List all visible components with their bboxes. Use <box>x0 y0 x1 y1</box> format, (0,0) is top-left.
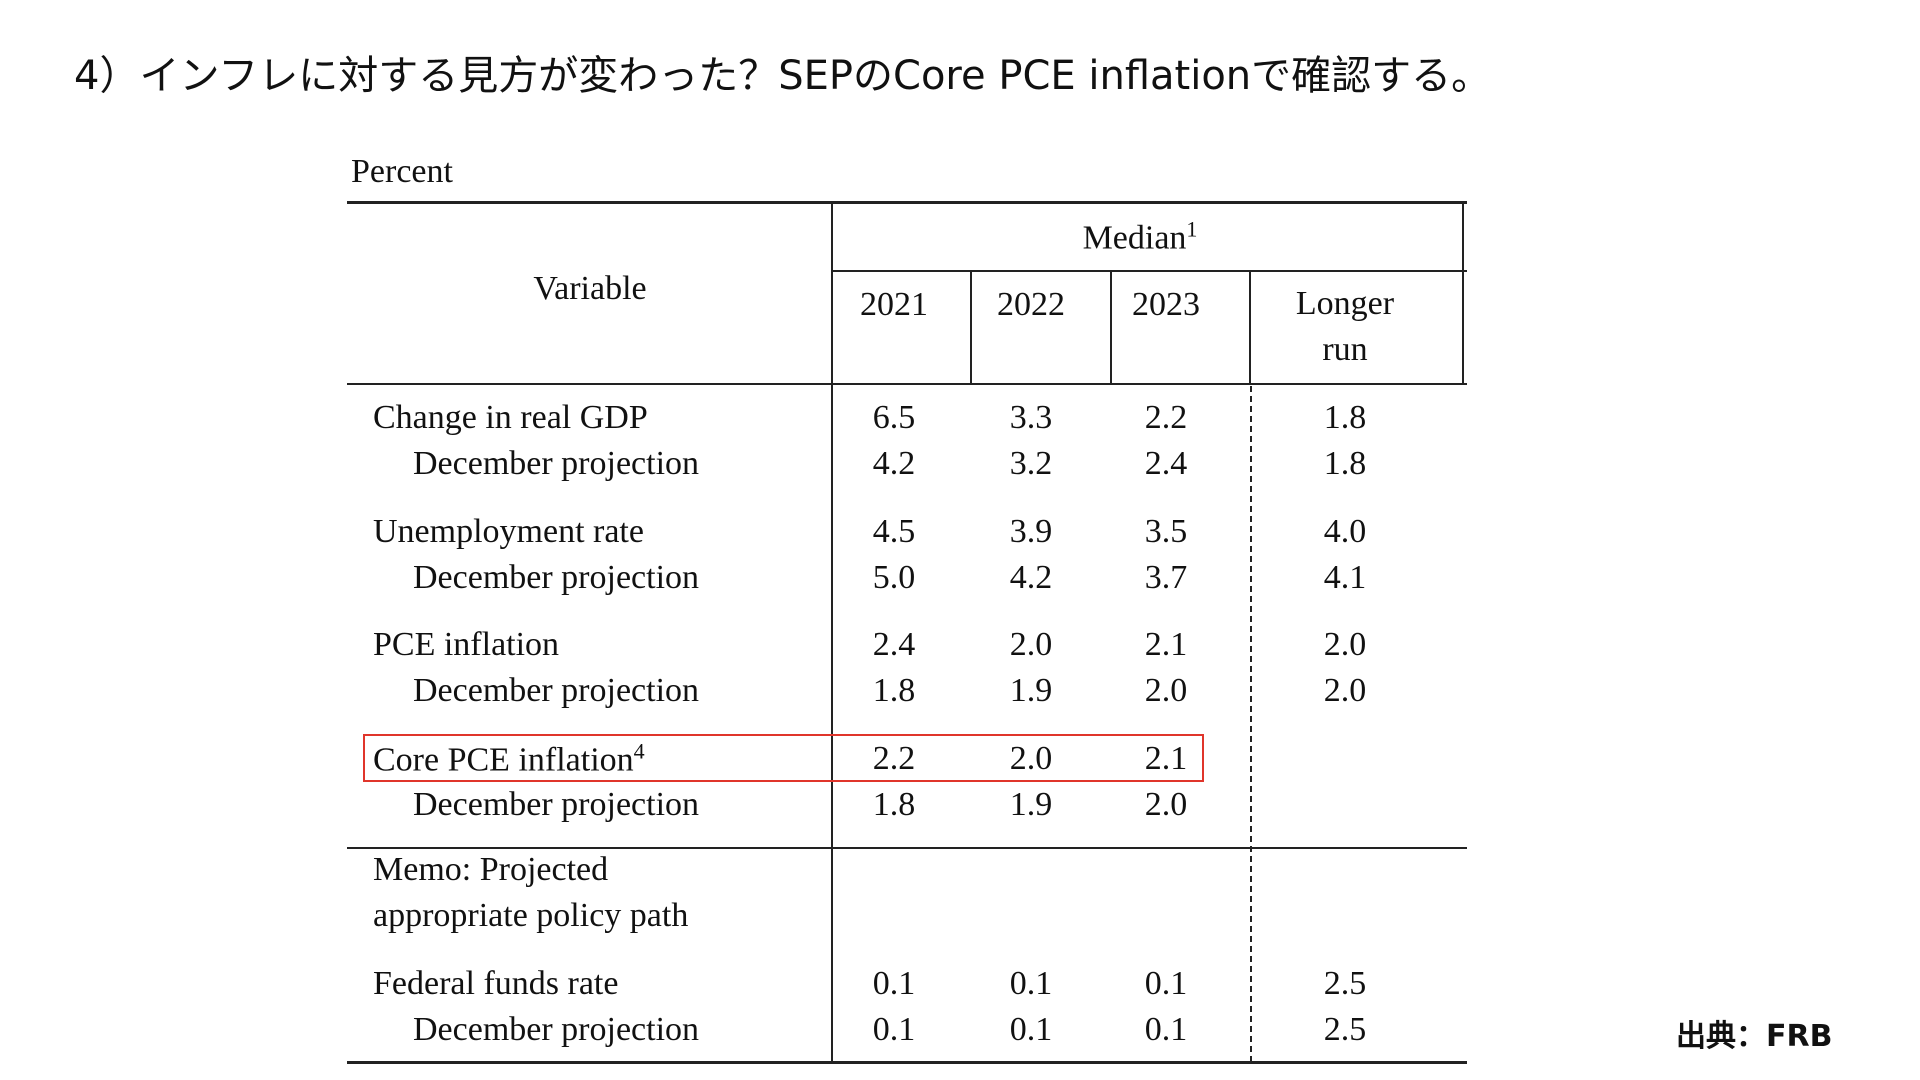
cell: 0.1 <box>1009 965 1053 1002</box>
highlight-box <box>363 734 1204 782</box>
cell: 3.9 <box>1009 512 1053 550</box>
row-label: December projection <box>413 785 700 823</box>
cell: 2.0 <box>1144 785 1188 823</box>
unit: Percent <box>351 153 453 190</box>
row-label: PCE inflation <box>373 628 559 662</box>
cell: 2.4 <box>872 626 916 663</box>
cell: 2.4 <box>1144 445 1188 482</box>
footnote: 4 <box>633 738 645 763</box>
row-label: Unemployment rate <box>373 512 644 550</box>
cell: 0.1 <box>1144 965 1188 1002</box>
cell: 1.8 <box>1323 445 1367 482</box>
rule <box>1462 202 1464 384</box>
row-label: Federal funds rate <box>373 967 618 1001</box>
rule <box>1110 271 1112 384</box>
row-label-text: Change in real GDP <box>373 399 648 436</box>
row-label: December projection <box>413 672 700 709</box>
cell: 2.0 <box>1144 672 1188 709</box>
cell: 2.1 <box>1144 739 1188 777</box>
dashed-rule <box>1250 386 1252 1062</box>
row-label: Core PCE inflation4 <box>373 740 645 777</box>
row-label: December projection <box>413 1011 700 1048</box>
rule <box>832 270 1467 272</box>
cell: 2.1 <box>1144 626 1188 663</box>
source: 出典：FRB <box>1676 1019 1833 1054</box>
row-label: Change in real GDP <box>373 401 648 435</box>
memo-label: Memo: Projected <box>373 851 609 888</box>
cell: 4.1 <box>1323 558 1367 596</box>
rule <box>347 201 1467 204</box>
cell: 0.1 <box>1009 1011 1053 1048</box>
footnote: 1 <box>1186 216 1198 242</box>
cell: 3.3 <box>1009 399 1053 436</box>
rule <box>970 271 972 384</box>
cell: 5.0 <box>872 558 916 596</box>
column-header: 2022 <box>997 286 1065 323</box>
row-label-text: PCE inflation <box>373 626 560 663</box>
cell: 2.5 <box>1323 1011 1367 1048</box>
rule <box>347 847 1467 849</box>
cell: 3.5 <box>1144 512 1188 550</box>
cell: 0.1 <box>1144 1011 1188 1048</box>
cell: 2.0 <box>1323 626 1367 663</box>
cell: 3.7 <box>1144 558 1188 596</box>
cell: 4.2 <box>1009 558 1053 596</box>
cell: 3.2 <box>1009 445 1053 482</box>
row-label: December projection <box>413 558 700 596</box>
group-header: Median1 <box>1082 216 1198 257</box>
title: 4）インフレに対する見方が変わった？SEPのCore PCE inflation… <box>74 53 1492 99</box>
rule <box>347 383 1467 385</box>
cell: 0.1 <box>872 1011 916 1048</box>
rule <box>831 202 833 1062</box>
row-label-text: Federal funds rate <box>373 965 619 1002</box>
cell: 6.5 <box>872 399 916 436</box>
cell: 1.8 <box>872 785 916 823</box>
row-label-text: Unemployment rate <box>373 512 644 550</box>
memo-label: appropriate policy path <box>373 897 689 934</box>
cell: 1.9 <box>1009 672 1053 709</box>
rule <box>1249 271 1251 384</box>
row-label-text: Core PCE inflation <box>373 741 634 778</box>
row-label: December projection <box>413 445 700 482</box>
cell: 2.0 <box>1323 672 1367 709</box>
group-label: Median <box>1082 219 1187 257</box>
rule <box>347 1061 1467 1064</box>
column-header: 2021 <box>860 286 928 323</box>
cell: 4.5 <box>872 512 916 550</box>
cell: 0.1 <box>872 965 916 1002</box>
variable-header: Variable <box>533 270 647 307</box>
column-header: Longer run <box>1295 285 1395 368</box>
cell: 2.0 <box>1009 626 1053 663</box>
cell: 2.2 <box>1144 399 1188 436</box>
cell: 4.0 <box>1323 512 1367 550</box>
cell: 1.8 <box>872 672 916 709</box>
cell: 2.5 <box>1323 965 1367 1002</box>
cell: 4.2 <box>872 445 916 482</box>
cell: 2.0 <box>1009 739 1053 777</box>
column-header: 2023 <box>1132 286 1200 323</box>
cell: 1.8 <box>1323 399 1367 436</box>
cell: 1.9 <box>1009 785 1053 823</box>
cell: 2.2 <box>872 739 916 777</box>
